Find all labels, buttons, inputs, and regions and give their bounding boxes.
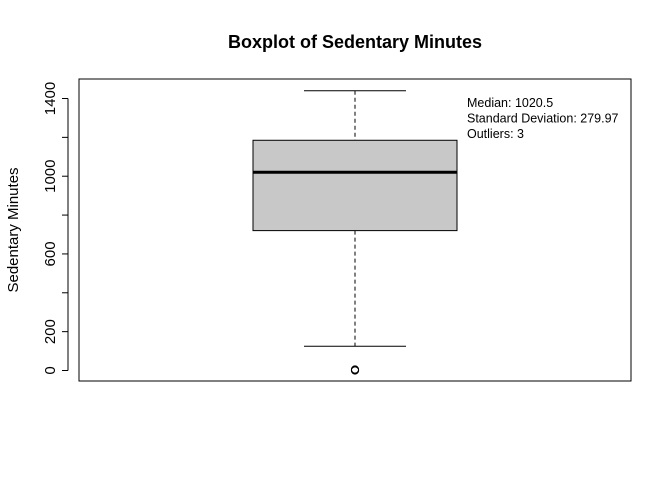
y-axis: 0 200 600 1000 1400 bbox=[42, 82, 69, 375]
y-tick-label: 1000 bbox=[42, 160, 59, 193]
chart-title: Boxplot of Sedentary Minutes bbox=[228, 32, 482, 52]
stats-annotation: Standard Deviation: 279.97 bbox=[467, 112, 619, 126]
y-tick-label: 600 bbox=[42, 241, 59, 266]
stats-annotation: Outliers: 3 bbox=[467, 127, 524, 141]
y-tick-label: 0 bbox=[42, 366, 59, 374]
y-axis-label: Sedentary Minutes bbox=[5, 167, 22, 292]
stats-annotations: Median: 1020.5 Standard Deviation: 279.97… bbox=[467, 96, 619, 141]
stats-annotation: Median: 1020.5 bbox=[467, 96, 553, 110]
y-tick-label: 200 bbox=[42, 319, 59, 344]
plot-frame bbox=[78, 78, 632, 382]
y-tick-label: 1400 bbox=[42, 82, 59, 115]
iqr-box bbox=[252, 139, 458, 232]
box-plot bbox=[252, 90, 458, 375]
outlier-point bbox=[350, 365, 360, 374]
